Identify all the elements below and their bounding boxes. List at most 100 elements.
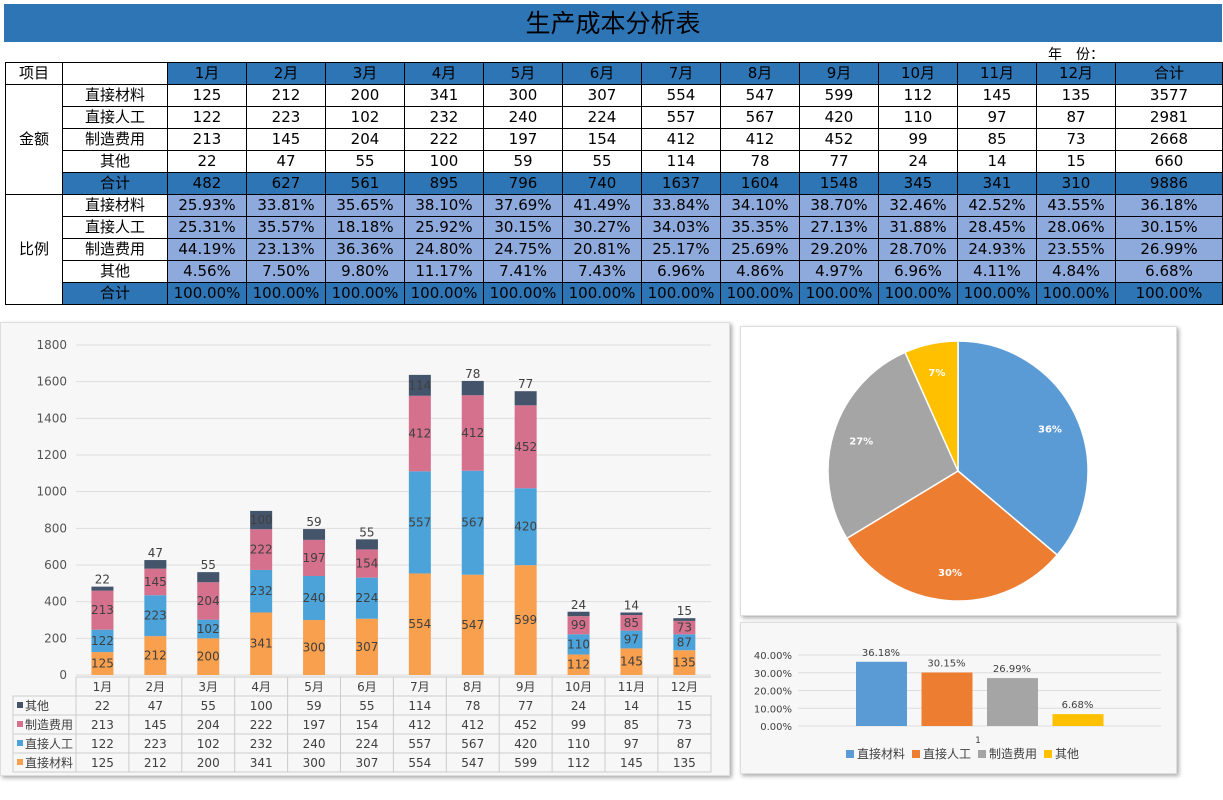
data-label: 15 <box>677 604 692 618</box>
x-tick-label: 5月 <box>304 680 324 694</box>
table-value: 554 <box>408 756 431 770</box>
row-label: 直接人工 <box>62 106 168 129</box>
legend-label: 直接材料 <box>857 746 905 761</box>
cell: 100 <box>404 150 484 173</box>
cell: 23.55% <box>1036 238 1116 261</box>
bar-segment <box>514 391 537 406</box>
table-value: 78 <box>465 699 480 713</box>
cell: 232 <box>404 106 484 129</box>
bar-segment <box>303 539 326 576</box>
bar-segment <box>197 582 220 620</box>
header-month: 7月 <box>641 62 721 85</box>
y-tick-label: 600 <box>44 558 67 572</box>
bar-segment <box>355 618 378 675</box>
cell: 6.96% <box>878 260 958 283</box>
row-label: 直接人工 <box>62 216 168 239</box>
bar-segment <box>91 629 114 653</box>
cell: 43.55% <box>1036 194 1116 217</box>
data-label: 341 <box>250 637 273 651</box>
legend-label: 制造费用 <box>25 718 73 732</box>
legend-label: 其他 <box>25 699 49 713</box>
y-tick-label: 800 <box>44 521 67 535</box>
cell: 24 <box>878 150 958 173</box>
cell: 1604 <box>720 172 800 195</box>
row-label: 制造费用 <box>62 238 168 261</box>
bar-segment <box>408 395 431 472</box>
cell: 35.57% <box>246 216 326 239</box>
table-value: 452 <box>514 718 537 732</box>
cell: 154 <box>562 128 642 151</box>
table-value: 145 <box>144 718 167 732</box>
cell: 212 <box>246 84 326 107</box>
data-label: 59 <box>306 515 321 529</box>
cell: 25.31% <box>167 216 247 239</box>
bar-segment <box>620 648 643 675</box>
bar-segment <box>355 577 378 619</box>
cell: 224 <box>562 106 642 129</box>
cell: 567 <box>720 106 800 129</box>
bar-segment <box>91 652 114 675</box>
bar <box>1052 714 1104 726</box>
cell: 100.00% <box>404 282 484 305</box>
cell: 307 <box>562 84 642 107</box>
cell: 33.81% <box>246 194 326 217</box>
cell: 37.69% <box>483 194 563 217</box>
data-label: 154 <box>355 557 378 571</box>
cell: 100.00% <box>1036 282 1116 305</box>
row-total: 3577 <box>1115 84 1223 107</box>
cell: 213 <box>167 128 247 151</box>
cell: 31.88% <box>878 216 958 239</box>
row-label: 其他 <box>62 260 168 283</box>
cell: 34.03% <box>641 216 721 239</box>
table-border <box>12 695 712 773</box>
row-total: 100.00% <box>1115 282 1223 305</box>
bar-segment <box>620 615 643 631</box>
x-tick-label: 8月 <box>463 680 483 694</box>
bar-segment <box>303 529 326 540</box>
bar-segment <box>91 586 114 591</box>
bar-segment <box>673 618 696 621</box>
cell: 796 <box>483 172 563 195</box>
pie-label: 7% <box>928 368 945 379</box>
table-value: 135 <box>673 756 696 770</box>
cell: 102 <box>325 106 405 129</box>
bar-segment <box>197 572 220 583</box>
cell: 38.70% <box>799 194 879 217</box>
cell: 47 <box>246 150 326 173</box>
cell: 341 <box>404 84 484 107</box>
y-tick-label: 1200 <box>36 448 67 462</box>
bar <box>987 678 1038 726</box>
sheet-title: 生产成本分析表 <box>4 4 1222 42</box>
cell: 36.36% <box>325 238 405 261</box>
table-value: 85 <box>624 718 639 732</box>
cell: 412 <box>641 128 721 151</box>
row-label: 直接材料 <box>62 194 168 217</box>
cell: 135 <box>1036 84 1116 107</box>
cell: 25.93% <box>167 194 247 217</box>
cell: 547 <box>720 84 800 107</box>
x-tick-label: 1月 <box>93 680 113 694</box>
y-tick-label: 1600 <box>36 375 67 389</box>
data-label: 87 <box>677 635 692 649</box>
bar-segment <box>567 634 590 655</box>
y-tick-label: 10.00% <box>754 704 792 715</box>
cell: 125 <box>167 84 247 107</box>
cell: 38.10% <box>404 194 484 217</box>
header-month: 2月 <box>246 62 326 85</box>
bar-segment <box>197 619 220 639</box>
bar-segment <box>303 576 326 620</box>
cell: 100.00% <box>641 282 721 305</box>
table-value: 97 <box>624 737 639 751</box>
data-label: 212 <box>144 649 167 663</box>
legend-label: 直接人工 <box>25 736 73 751</box>
table-value: 55 <box>201 699 216 713</box>
table-value: 567 <box>461 737 484 751</box>
bar-segment <box>303 620 326 675</box>
cell: 100.00% <box>325 282 405 305</box>
cell: 1548 <box>799 172 879 195</box>
table-value: 223 <box>144 737 167 751</box>
cell: 740 <box>562 172 642 195</box>
cell: 4.11% <box>957 260 1037 283</box>
cell: 452 <box>799 128 879 151</box>
data-label: 47 <box>148 546 163 560</box>
